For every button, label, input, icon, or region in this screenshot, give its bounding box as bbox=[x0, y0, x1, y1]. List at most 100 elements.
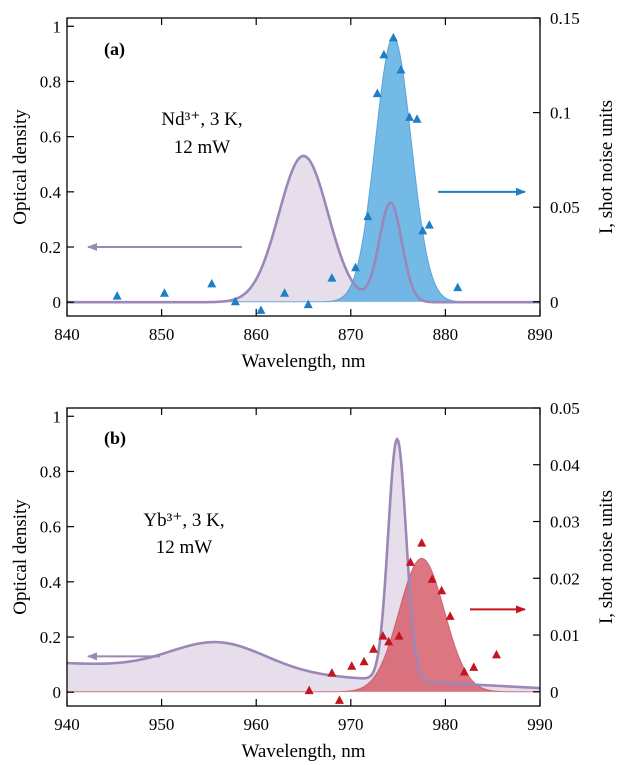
noise-marker bbox=[453, 282, 463, 292]
x-axis-ticks-a: 840 850 860 870 880 890 bbox=[54, 18, 553, 344]
y-right-axis-ticks-a: 0 0.05 0.1 0.15 bbox=[533, 9, 580, 312]
y-left-tick-label: 0.8 bbox=[40, 462, 61, 481]
noise-marker bbox=[280, 288, 290, 297]
noise-marker bbox=[369, 644, 378, 653]
noise-marker bbox=[372, 88, 382, 98]
y-left-tick-label: 0.2 bbox=[40, 238, 61, 257]
x-axis-label-a: Wavelength, nm bbox=[241, 351, 365, 372]
noise-marker bbox=[363, 211, 373, 221]
noise-marker bbox=[351, 262, 361, 272]
y-left-axis-ticks-a: 0 0.2 0.4 0.6 0.8 1 bbox=[40, 17, 74, 312]
y-left-axis-label-a: Optical density bbox=[10, 109, 31, 225]
y-left-tick-label: 0.6 bbox=[40, 518, 61, 537]
y-right-tick-label: 0.1 bbox=[550, 104, 571, 123]
plot-frame-b bbox=[66, 407, 541, 707]
plot-area-b bbox=[67, 436, 540, 704]
annotation-line-1-b: Yb³⁺, 3 K, bbox=[143, 510, 224, 531]
x-tick-label: 880 bbox=[433, 325, 459, 344]
chart-panel-b: 940 950 960 970 980 990 00.20.40.60.81 00.010… bbox=[10, 399, 617, 762]
noise-marker bbox=[334, 695, 344, 704]
x-tick-label: 850 bbox=[149, 325, 175, 344]
x-axis-label-b: Wavelength, nm bbox=[241, 741, 365, 762]
panel-label-a: (a) bbox=[104, 39, 125, 60]
noise-marker bbox=[424, 220, 434, 229]
x-tick-label: 870 bbox=[338, 325, 364, 344]
y-right-tick-label: 0 bbox=[550, 293, 559, 312]
annotation-line-1-a: Nd³⁺, 3 K, bbox=[161, 109, 242, 130]
y-right-tick-label: 0.03 bbox=[550, 513, 580, 532]
y-right-tick-label: 0.04 bbox=[550, 456, 580, 475]
noise-marker bbox=[404, 112, 414, 121]
y-left-tick-label: 0.6 bbox=[40, 128, 61, 147]
noise-marker bbox=[437, 585, 447, 595]
chart-panel-a: 840 850 860 870 880 890 00.20.40.60.81 00.050… bbox=[10, 9, 617, 372]
noise-marker bbox=[303, 299, 313, 309]
noise-marker bbox=[256, 305, 266, 314]
noise-marker bbox=[379, 49, 389, 59]
y-right-tick-label: 0.02 bbox=[550, 569, 580, 588]
y-right-tick-label: 0.05 bbox=[550, 198, 580, 217]
noise-fill-a bbox=[67, 36, 540, 302]
y-left-tick-label: 0.8 bbox=[40, 72, 61, 91]
noise-marker bbox=[445, 611, 455, 620]
noise-markers-b bbox=[304, 538, 501, 704]
y-left-tick-label: 0.4 bbox=[40, 573, 62, 592]
plot-area-a bbox=[67, 32, 540, 314]
x-tick-label: 890 bbox=[527, 325, 553, 344]
y-right-tick-label: 0 bbox=[550, 683, 559, 702]
noise-marker bbox=[417, 538, 427, 547]
noise-marker bbox=[469, 662, 479, 671]
y-left-tick-label: 1 bbox=[53, 17, 62, 36]
absorption-fill-b bbox=[67, 439, 540, 693]
noise-marker bbox=[112, 291, 122, 300]
noise-marker bbox=[347, 661, 357, 670]
noise-marker bbox=[396, 65, 406, 74]
y-right-axis-label-a: I, shot noise units bbox=[596, 100, 617, 234]
annotation-line-2-a: 12 mW bbox=[174, 137, 231, 158]
y-left-tick-label: 0 bbox=[53, 293, 62, 312]
y-right-axis-ticks-b: 0 0.01 0.02 0.03 0.04 0.05 bbox=[533, 399, 580, 702]
y-right-tick-label: 0.15 bbox=[550, 9, 580, 28]
noise-marker bbox=[304, 685, 314, 695]
noise-marker bbox=[412, 114, 422, 123]
noise-marker bbox=[327, 273, 337, 282]
noise-fill-b bbox=[67, 558, 540, 692]
absorption-line-b bbox=[67, 436, 540, 690]
absorption-fill-a bbox=[67, 155, 540, 303]
noise-markers-a bbox=[112, 32, 463, 314]
y-left-axis-ticks-b: 0 0.2 0.4 0.6 0.8 1 bbox=[40, 407, 74, 702]
noise-marker bbox=[459, 666, 469, 676]
y-left-axis-label-b: Optical density bbox=[10, 499, 31, 615]
x-tick-label: 940 bbox=[54, 715, 80, 734]
y-right-tick-label: 0.05 bbox=[550, 399, 580, 418]
x-axis-ticks-b: 940 950 960 970 980 990 bbox=[54, 408, 553, 734]
x-tick-label: 980 bbox=[433, 715, 459, 734]
y-left-tick-label: 0.2 bbox=[40, 628, 61, 647]
x-tick-label: 990 bbox=[527, 715, 553, 734]
annotation-line-2-b: 12 mW bbox=[156, 537, 213, 558]
panel-label-b: (b) bbox=[104, 428, 126, 449]
y-left-tick-label: 1 bbox=[53, 407, 62, 426]
noise-marker bbox=[359, 656, 369, 666]
y-right-axis-label-b: I, shot noise units bbox=[596, 490, 617, 624]
noise-marker bbox=[327, 668, 337, 677]
noise-marker bbox=[159, 288, 169, 297]
noise-marker bbox=[384, 636, 394, 646]
noise-marker bbox=[394, 631, 404, 640]
y-left-tick-label: 0.4 bbox=[40, 183, 62, 202]
noise-line-b bbox=[67, 557, 540, 693]
noise-marker bbox=[427, 574, 437, 583]
noise-marker bbox=[388, 32, 398, 42]
noise-marker bbox=[491, 649, 501, 659]
x-tick-label: 950 bbox=[149, 715, 175, 734]
y-left-tick-label: 0 bbox=[53, 683, 62, 702]
x-tick-label: 960 bbox=[243, 715, 269, 734]
noise-marker bbox=[405, 557, 415, 566]
noise-marker bbox=[230, 296, 240, 306]
x-tick-label: 970 bbox=[338, 715, 364, 734]
x-tick-label: 860 bbox=[243, 325, 269, 344]
noise-marker bbox=[378, 631, 388, 640]
plot-frame-a bbox=[66, 17, 541, 317]
x-tick-label: 840 bbox=[54, 325, 80, 344]
